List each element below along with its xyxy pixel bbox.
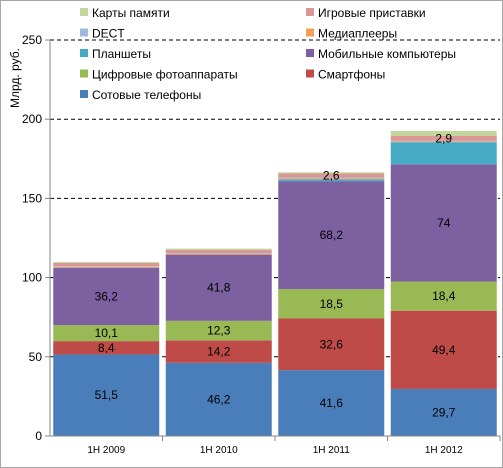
bar-segment bbox=[53, 267, 160, 326]
data-label: 12,3 bbox=[207, 324, 231, 338]
legend-label: Медиаплееры bbox=[318, 27, 397, 41]
legend-swatch bbox=[306, 69, 314, 78]
y-tick-label: 200 bbox=[22, 112, 42, 126]
legend-swatch bbox=[80, 90, 88, 98]
bar-segment bbox=[390, 130, 497, 136]
bar-segment bbox=[53, 266, 160, 268]
legend-swatch bbox=[306, 28, 314, 37]
bar-segment bbox=[165, 362, 272, 436]
y-axis-label: Млрд. руб. bbox=[8, 48, 22, 108]
bar-segment bbox=[53, 266, 160, 267]
bar-segment bbox=[165, 340, 272, 363]
bar-segment bbox=[278, 173, 385, 178]
data-label: 46,2 bbox=[207, 392, 231, 406]
y-tick-label: 100 bbox=[22, 271, 42, 285]
legend-swatch bbox=[306, 8, 314, 16]
bars bbox=[53, 130, 497, 436]
data-label: 8,4 bbox=[98, 341, 115, 355]
bar-segment bbox=[390, 281, 497, 311]
bar-segment bbox=[53, 341, 160, 355]
bar-segment bbox=[390, 388, 497, 436]
legend-label: Сотовые телефоны bbox=[92, 88, 201, 102]
data-label: 10,1 bbox=[95, 326, 119, 340]
bar-segment bbox=[278, 172, 385, 174]
data-label: 18,5 bbox=[320, 297, 344, 311]
y-tick-label: 50 bbox=[29, 350, 43, 364]
data-label: 36,2 bbox=[95, 289, 119, 303]
data-label: 68,2 bbox=[320, 228, 344, 242]
legend-swatch bbox=[80, 49, 88, 57]
legend-swatch bbox=[80, 28, 88, 37]
bar-segment bbox=[390, 141, 497, 143]
bar-segment bbox=[278, 181, 385, 290]
legend: Карты памяти DECT Планшеты Цифровые фотоапп… bbox=[80, 6, 456, 102]
axes: 0 50 100 150 200 250 1H 2009 1H 2010 1H 2011 1H 2… bbox=[22, 33, 501, 456]
data-label: 51,5 bbox=[95, 388, 119, 402]
bar-segment bbox=[278, 289, 385, 319]
bar-segment bbox=[165, 249, 272, 254]
y-tick-label: 0 bbox=[35, 429, 42, 443]
legend-swatch bbox=[80, 69, 88, 78]
data-label: 74 bbox=[437, 216, 451, 230]
legend-label: DECT bbox=[92, 27, 125, 41]
data-labels: 51,5 8,410,1 36,2 46,2 14,2 12,3 41,8 41,6 32,6 1… bbox=[95, 131, 456, 419]
data-label: 2,6 bbox=[323, 169, 340, 183]
bar-segment bbox=[53, 325, 160, 342]
legend-swatch bbox=[306, 49, 314, 57]
data-label: 14,2 bbox=[207, 345, 231, 359]
bar-segment bbox=[390, 142, 497, 165]
data-label: 2,9 bbox=[435, 131, 452, 145]
bar-segment bbox=[53, 354, 160, 436]
bar-segment bbox=[390, 135, 497, 141]
bar-segment bbox=[165, 320, 272, 341]
bar-segment bbox=[278, 370, 385, 436]
y-tick-label: 250 bbox=[22, 33, 42, 47]
bar-segment bbox=[165, 253, 272, 254]
legend-label: Мобильные компьютеры bbox=[318, 47, 456, 61]
bar-segment bbox=[278, 318, 385, 371]
bar-segment bbox=[53, 263, 160, 267]
data-label: 18,4 bbox=[432, 289, 456, 303]
bar-segment bbox=[278, 178, 385, 180]
bar-segment bbox=[390, 140, 497, 142]
x-tick-label: 1H 2009 bbox=[87, 445, 125, 456]
y-tick-label: 150 bbox=[22, 191, 42, 205]
legend-label: Карты памяти bbox=[92, 6, 170, 20]
data-label: 41,8 bbox=[207, 281, 231, 295]
bar-segment bbox=[165, 253, 272, 255]
bar-segment bbox=[390, 164, 497, 282]
x-tick-label: 1H 2011 bbox=[313, 445, 351, 456]
data-label: 32,6 bbox=[320, 337, 344, 351]
bar-segment bbox=[53, 262, 160, 264]
data-label: 29,7 bbox=[432, 405, 456, 419]
legend-label: Планшеты bbox=[92, 47, 151, 61]
bar-segment bbox=[165, 248, 272, 250]
legend-label: Игровые приставки bbox=[318, 6, 426, 20]
x-tick-label: 1H 2012 bbox=[425, 445, 463, 456]
bar-segment bbox=[278, 179, 385, 182]
bar-segment bbox=[278, 177, 385, 179]
legend-label: Смартфоны bbox=[318, 68, 385, 82]
data-label: 49,4 bbox=[432, 343, 456, 357]
data-label: 41,6 bbox=[320, 396, 344, 410]
bar-segment bbox=[390, 310, 497, 389]
x-tick-label: 1H 2010 bbox=[200, 445, 238, 456]
legend-swatch bbox=[80, 8, 88, 16]
bar-segment bbox=[165, 254, 272, 321]
legend-label: Цифровые фотоаппараты bbox=[92, 68, 238, 82]
